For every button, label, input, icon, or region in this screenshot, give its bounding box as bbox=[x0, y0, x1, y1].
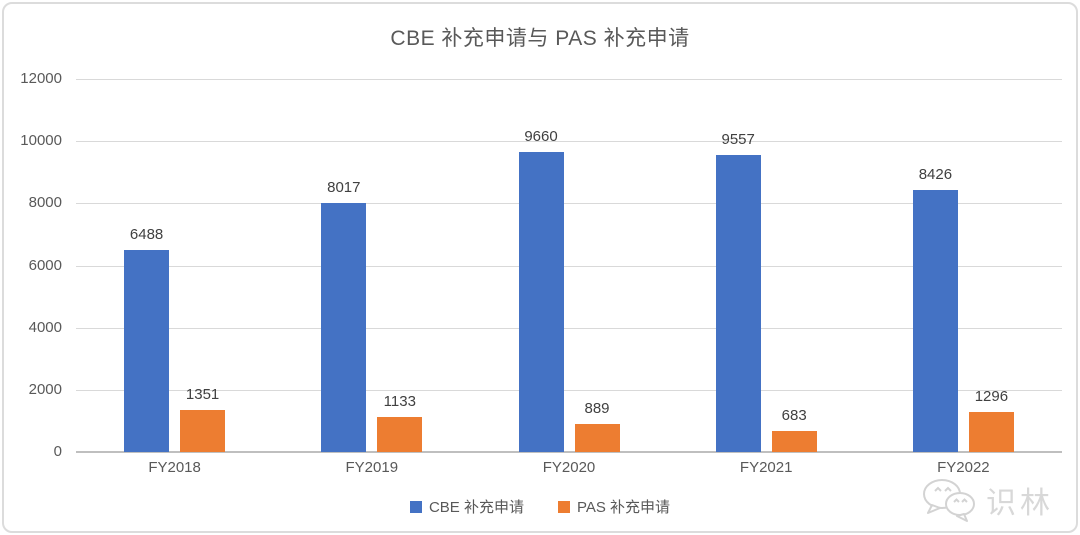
y-tick-label: 4000 bbox=[28, 318, 62, 336]
legend: CBE 补充申请 PAS 补充申请 bbox=[4, 496, 1076, 517]
gridline bbox=[76, 327, 1062, 329]
legend-label: CBE 补充申请 bbox=[428, 499, 524, 516]
gridline bbox=[76, 79, 1062, 80]
bar-cbe bbox=[715, 154, 761, 452]
x-tick-label: FY2019 bbox=[345, 459, 399, 476]
bar-pas bbox=[968, 411, 1014, 452]
bar-value-label: 6488 bbox=[129, 226, 164, 244]
bar-cbe bbox=[912, 190, 958, 452]
bar-pas bbox=[180, 410, 226, 452]
x-axis-line bbox=[76, 451, 1062, 453]
bar-cbe bbox=[124, 250, 170, 452]
bar-value-label: 9660 bbox=[524, 127, 558, 145]
bar-value-label: 1296 bbox=[974, 387, 1009, 405]
bar-value-label: 889 bbox=[584, 400, 610, 418]
y-tick-label: 8000 bbox=[28, 194, 62, 212]
gridline bbox=[76, 203, 1062, 205]
chart-title: CBE 补充申请与 PAS 补充申请 bbox=[390, 27, 690, 50]
legend-swatch bbox=[557, 500, 570, 513]
y-tick-label: 2000 bbox=[28, 380, 62, 398]
gridline bbox=[76, 265, 1062, 267]
plot-area: 6488 1351 8017 1133 9660 889 9557 683 8426 1296 bbox=[76, 79, 1062, 453]
x-tick-label: FY2021 bbox=[739, 459, 793, 476]
legend-label: PAS 补充申请 bbox=[576, 499, 671, 516]
y-tick-label: 10000 bbox=[20, 132, 62, 150]
bar-value-label: 9557 bbox=[721, 130, 755, 148]
bar-cbe bbox=[518, 151, 564, 452]
bar-pas bbox=[771, 430, 817, 452]
y-tick-label: 6000 bbox=[28, 256, 62, 274]
x-tick-label: FY2022 bbox=[937, 459, 990, 476]
bar-value-label: 683 bbox=[781, 406, 807, 424]
legend-item-pas: PAS 补充申请 bbox=[557, 496, 671, 517]
bar-pas bbox=[377, 416, 423, 452]
gridline bbox=[76, 141, 1062, 143]
y-tick-label: 0 bbox=[53, 443, 62, 460]
bar-value-label: 8017 bbox=[327, 178, 361, 196]
y-tick-label: 12000 bbox=[20, 70, 62, 87]
bar-value-label: 1351 bbox=[185, 386, 220, 403]
x-tick-label: FY2020 bbox=[542, 459, 596, 476]
bar-value-label: 8426 bbox=[918, 166, 953, 184]
bar-value-label: 1133 bbox=[383, 392, 416, 410]
x-tick-label: FY2018 bbox=[148, 459, 201, 476]
legend-swatch bbox=[409, 500, 422, 513]
bar-pas bbox=[574, 424, 620, 452]
gridline bbox=[76, 389, 1062, 391]
bar-cbe bbox=[321, 202, 367, 452]
legend-item-cbe: CBE 补充申请 bbox=[409, 496, 524, 517]
